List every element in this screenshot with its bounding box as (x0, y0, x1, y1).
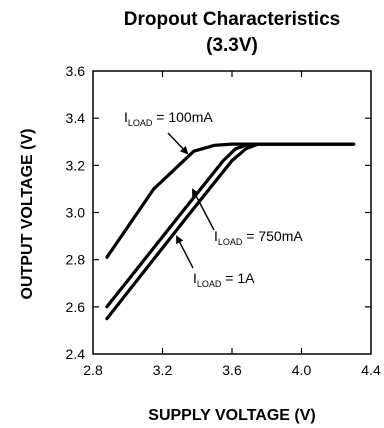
series-line-1a (105, 142, 356, 321)
annotations: ILOAD = 100mA ILOAD = 750mA ILOAD = 1A (124, 109, 303, 289)
series-layer (105, 142, 356, 321)
x-tick-label: 4.0 (292, 362, 312, 378)
annotation-1a: ILOAD = 1A (193, 270, 255, 289)
chart-subtitle: (3.3V) (206, 35, 258, 56)
annotation-100ma: ILOAD = 100mA (124, 109, 213, 128)
y-tick-label: 3.2 (66, 157, 86, 173)
y-tick-label: 2.4 (66, 346, 86, 362)
leader-arrow-1a (176, 235, 194, 269)
x-tick-label: 3.2 (153, 362, 173, 378)
x-tick-label: 4.4 (361, 362, 381, 378)
y-tick-label: 2.6 (66, 299, 86, 315)
y-tick-label: 3.4 (66, 110, 86, 126)
annotation-750ma: ILOAD = 750mA (214, 228, 303, 247)
plot-area: 2.8 3.2 3.6 4.0 4.4 2.4 2.6 2.8 3.0 3.2 3.4 3.6 (66, 63, 381, 378)
x-tick-label: 2.8 (83, 362, 103, 378)
y-tick-label: 3.6 (66, 63, 86, 79)
plot-frame (92, 70, 372, 355)
y-axis-label: OUTPUT VOLTAGE (V) (19, 129, 36, 300)
x-axis-label: SUPPLY VOLTAGE (V) (148, 407, 315, 424)
leader-arrow-750ma (192, 188, 215, 231)
chart-title: Dropout Characteristics (124, 9, 340, 30)
y-tick-label: 3.0 (66, 205, 86, 221)
x-tick-label: 3.6 (222, 362, 242, 378)
y-tick-label: 2.8 (66, 252, 86, 268)
leader-arrow-100ma (167, 132, 189, 155)
